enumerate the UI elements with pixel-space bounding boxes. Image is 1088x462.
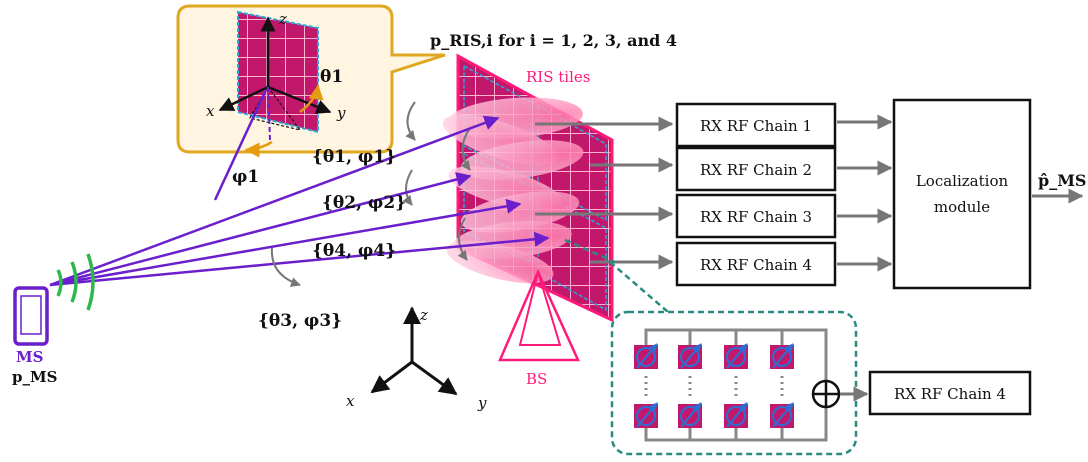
detail-box bbox=[610, 310, 858, 456]
phone-screen bbox=[20, 295, 42, 335]
bs-label: BS bbox=[526, 370, 547, 388]
phase-shifter bbox=[634, 343, 658, 369]
detail-connector bbox=[609, 261, 669, 313]
ray-2 bbox=[49, 172, 472, 287]
ray-3 bbox=[49, 198, 522, 287]
rx-chain-2-label: RX RF Chain 2 bbox=[700, 161, 812, 179]
combiner-plus-icon bbox=[811, 379, 841, 409]
inset-phi-arc bbox=[244, 140, 273, 158]
angle-arcs bbox=[402, 101, 471, 261]
angle-label-1: {θ1, φ1} bbox=[312, 147, 396, 167]
localization-module: Localization module bbox=[892, 98, 1032, 290]
phase-shifter bbox=[724, 343, 748, 369]
angle-arc bbox=[460, 127, 471, 171]
bs-tower-icon bbox=[498, 268, 580, 362]
inset-theta-arc bbox=[299, 84, 324, 113]
main-z-label: z bbox=[419, 306, 428, 324]
phase-shifter bbox=[678, 402, 702, 428]
inset-z-label: z bbox=[278, 10, 287, 28]
inset-callout: z x y θ1 φ1 bbox=[176, 4, 446, 201]
inset-ris-tile bbox=[237, 10, 319, 134]
inset-y-axis bbox=[267, 85, 332, 114]
rx-chain-1-label: RX RF Chain 1 bbox=[700, 117, 812, 135]
inset-x-label: x bbox=[206, 102, 215, 120]
p-ms-label: p_MS bbox=[12, 368, 57, 386]
main-y-axis bbox=[411, 360, 458, 396]
angle-arc bbox=[405, 101, 416, 141]
angle-label-4: {θ4, φ4} bbox=[312, 241, 396, 261]
phase-shifter bbox=[678, 343, 702, 369]
ris-tiles-label: RIS tiles bbox=[526, 68, 590, 86]
inset-theta-label: θ1 bbox=[320, 67, 343, 87]
phase-shifter-detail bbox=[610, 310, 858, 456]
rx-chain-3-label: RX RF Chain 3 bbox=[700, 208, 812, 226]
ris-position-label: p_RIS,i for i = 1, 2, 3, and 4 bbox=[430, 31, 677, 50]
rx-chain-detail-label: RX RF Chain 4 bbox=[894, 385, 1006, 403]
signal-wave-icon bbox=[86, 253, 95, 311]
angle-arc bbox=[457, 217, 468, 261]
rx-chain-4-label: RX RF Chain 4 bbox=[700, 256, 812, 274]
inset-phi-label: φ1 bbox=[232, 167, 259, 187]
inset-y-label: y bbox=[336, 104, 346, 122]
beam-lobes bbox=[442, 97, 584, 284]
ellipsis-dots bbox=[644, 376, 784, 400]
main-axes: z x y bbox=[346, 306, 487, 412]
angle-label-3: {θ3, φ3} bbox=[258, 311, 342, 331]
detail-connector bbox=[564, 238, 616, 264]
rx-chain-2: RX RF Chain 2 bbox=[675, 146, 837, 192]
angle-label-2: {θ2, φ2} bbox=[322, 193, 406, 213]
ris-to-rx-arrows bbox=[535, 116, 674, 270]
ms-label: MS bbox=[16, 348, 43, 366]
angle-3-pointer bbox=[270, 247, 301, 287]
rx-chain-3: RX RF Chain 3 bbox=[675, 193, 837, 239]
ray-1 bbox=[49, 115, 500, 287]
ris-tile-1 bbox=[463, 64, 531, 180]
inset-dashed-ray bbox=[267, 86, 271, 141]
rx-chain-1: RX RF Chain 1 bbox=[675, 102, 837, 148]
rx-chain-4: RX RF Chain 4 bbox=[675, 241, 837, 287]
signal-wave-icon bbox=[56, 269, 63, 297]
rx-chain-detail: RX RF Chain 4 bbox=[868, 370, 1032, 416]
ris-tile-4 bbox=[537, 190, 607, 312]
angle-arc bbox=[402, 169, 413, 206]
signal-wave-icon bbox=[70, 261, 78, 303]
phase-shifter bbox=[770, 402, 794, 428]
main-x-label: x bbox=[346, 392, 355, 410]
localization-label-line2: module bbox=[934, 198, 990, 216]
rx-to-localization-arrows bbox=[837, 114, 893, 272]
mobile-station: MS p_MS bbox=[12, 253, 95, 386]
base-station: BS bbox=[498, 268, 580, 388]
beam-lobe bbox=[446, 240, 554, 284]
phase-shifter bbox=[634, 402, 658, 428]
phone-icon bbox=[13, 286, 49, 346]
inset-ray bbox=[213, 89, 268, 201]
p-ms-hat-label: p̂_MS bbox=[1038, 171, 1086, 190]
inset-x-axis bbox=[218, 85, 269, 112]
main-y-label: y bbox=[477, 394, 487, 412]
main-x-axis bbox=[370, 360, 413, 394]
ris-tile-2 bbox=[537, 104, 607, 222]
localization-label-line1: Localization bbox=[916, 172, 1009, 190]
bs-tower-lattice bbox=[518, 271, 562, 346]
phase-shifter bbox=[770, 343, 794, 369]
rays bbox=[49, 115, 550, 287]
ray-4 bbox=[49, 231, 550, 287]
phase-shifter bbox=[724, 402, 748, 428]
